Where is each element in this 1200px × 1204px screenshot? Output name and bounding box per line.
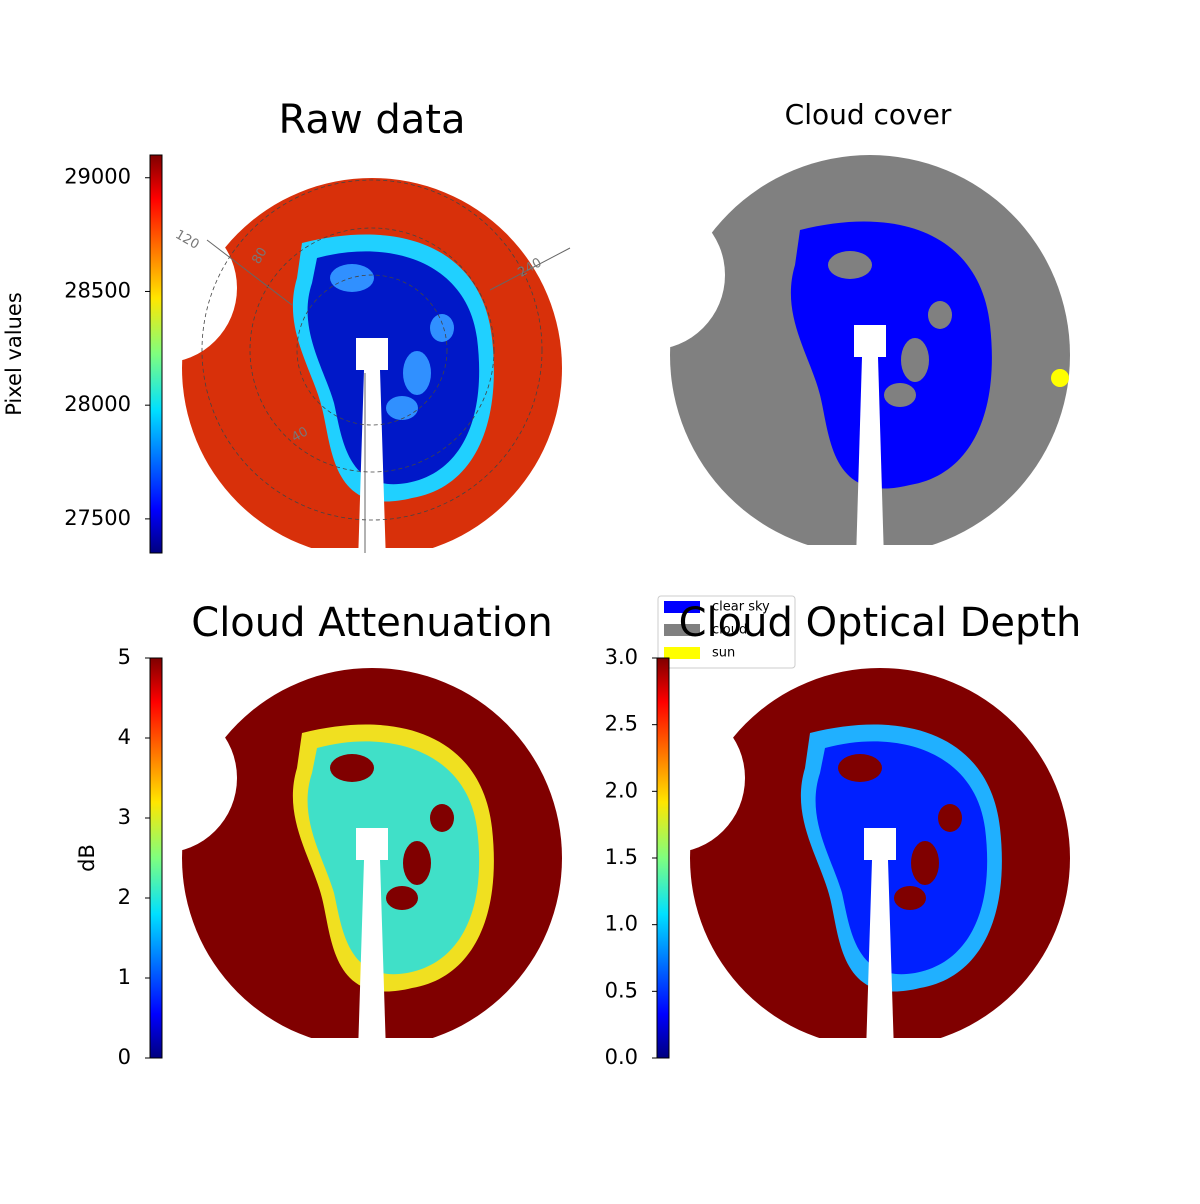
camera-arm (854, 325, 886, 357)
panel-title: Cloud Optical Depth (679, 600, 1082, 646)
horizon-notch (575, 200, 725, 350)
cloud-patch (838, 754, 882, 782)
colorbar-tick-label: 2 (118, 885, 131, 909)
colorbar-tick-label: 1.5 (605, 845, 638, 869)
camera-post (856, 357, 884, 560)
camera-arm (864, 828, 896, 860)
colorbar (656, 657, 670, 1059)
panel: Cloud cover (575, 98, 1075, 565)
polar-label: 80 (249, 245, 270, 267)
cloud-patch (884, 383, 916, 407)
colorbar-tick-label: 3 (118, 805, 131, 829)
camera-post (358, 860, 386, 1053)
legend-label: cloud (712, 623, 747, 638)
legend-label: sun (712, 646, 735, 661)
cloud-patch (386, 886, 418, 910)
colorbar (149, 154, 163, 554)
colorbar-tick-label: 29000 (64, 165, 131, 189)
colorbar-tick-label: 27500 (64, 506, 131, 530)
cloud-patch (911, 841, 939, 885)
colorbar-tick-label: 1 (118, 965, 131, 989)
clear-region (307, 741, 480, 975)
clear-region (805, 238, 978, 472)
cloud-patch (386, 396, 418, 420)
polar-grid-line (489, 247, 571, 291)
colorbar-label: Pixel values (2, 292, 26, 416)
panel-title: Cloud cover (785, 98, 952, 131)
panel-title: Raw data (279, 97, 466, 143)
cloud-patch (403, 351, 431, 395)
colorbar-tick-label: 28000 (64, 392, 131, 416)
colorbar-tick-label: 2.0 (605, 778, 638, 802)
colorbar-tick-label: 2.5 (605, 712, 638, 736)
cloud-patch (828, 251, 872, 279)
colorbar-tick-label: 1.0 (605, 912, 638, 936)
panel: Cloud Attenuation 0 1 2 3 4 5 dB (75, 600, 567, 1069)
panel-title: Cloud Attenuation (191, 600, 552, 646)
polar-grid-circle (201, 179, 543, 521)
cloud-patch (430, 804, 454, 832)
colorbar-tick-label: 3.0 (605, 645, 638, 669)
legend-label: clear sky (712, 600, 770, 615)
colorbar-tick-label: 5 (118, 645, 131, 669)
colorbar-tick-label: 0 (118, 1045, 131, 1069)
colorbar-tick-label: 0.0 (605, 1045, 638, 1069)
polar-label: 40 (289, 424, 311, 445)
camera-arm (356, 828, 388, 860)
legend-swatch (664, 647, 700, 659)
polar-grid-circle (296, 274, 448, 426)
polar-grid-circle (249, 227, 495, 473)
clear-region (307, 251, 480, 485)
legend-swatch (664, 624, 700, 636)
cloud-patch (894, 886, 926, 910)
legend: clear sky cloud sun (657, 595, 796, 669)
clear-region (815, 741, 988, 975)
cloud-patch (430, 314, 454, 342)
horizon-notch (595, 703, 745, 853)
cloud-patch (901, 338, 929, 382)
cloud-patch (928, 301, 952, 329)
camera-arm (356, 338, 388, 370)
colorbar-tick-label: 4 (118, 725, 131, 749)
panel: Cloud Optical Depth 0.0 0.5 1.0 1.5 2.0 2.5 3.0 (595, 600, 1081, 1069)
cloud-patch (330, 754, 374, 782)
cloud-patch (938, 804, 962, 832)
colorbar (149, 657, 163, 1059)
cloud-patch (403, 841, 431, 885)
camera-post (866, 860, 894, 1053)
colorbar-tick-label: 28500 (64, 278, 131, 302)
colorbar-label: dB (75, 844, 99, 872)
colorbar-tick-label: 0.5 (605, 978, 638, 1002)
legend-swatch (664, 601, 700, 613)
polar-grid-line (206, 239, 293, 306)
sun-marker (1051, 369, 1069, 387)
